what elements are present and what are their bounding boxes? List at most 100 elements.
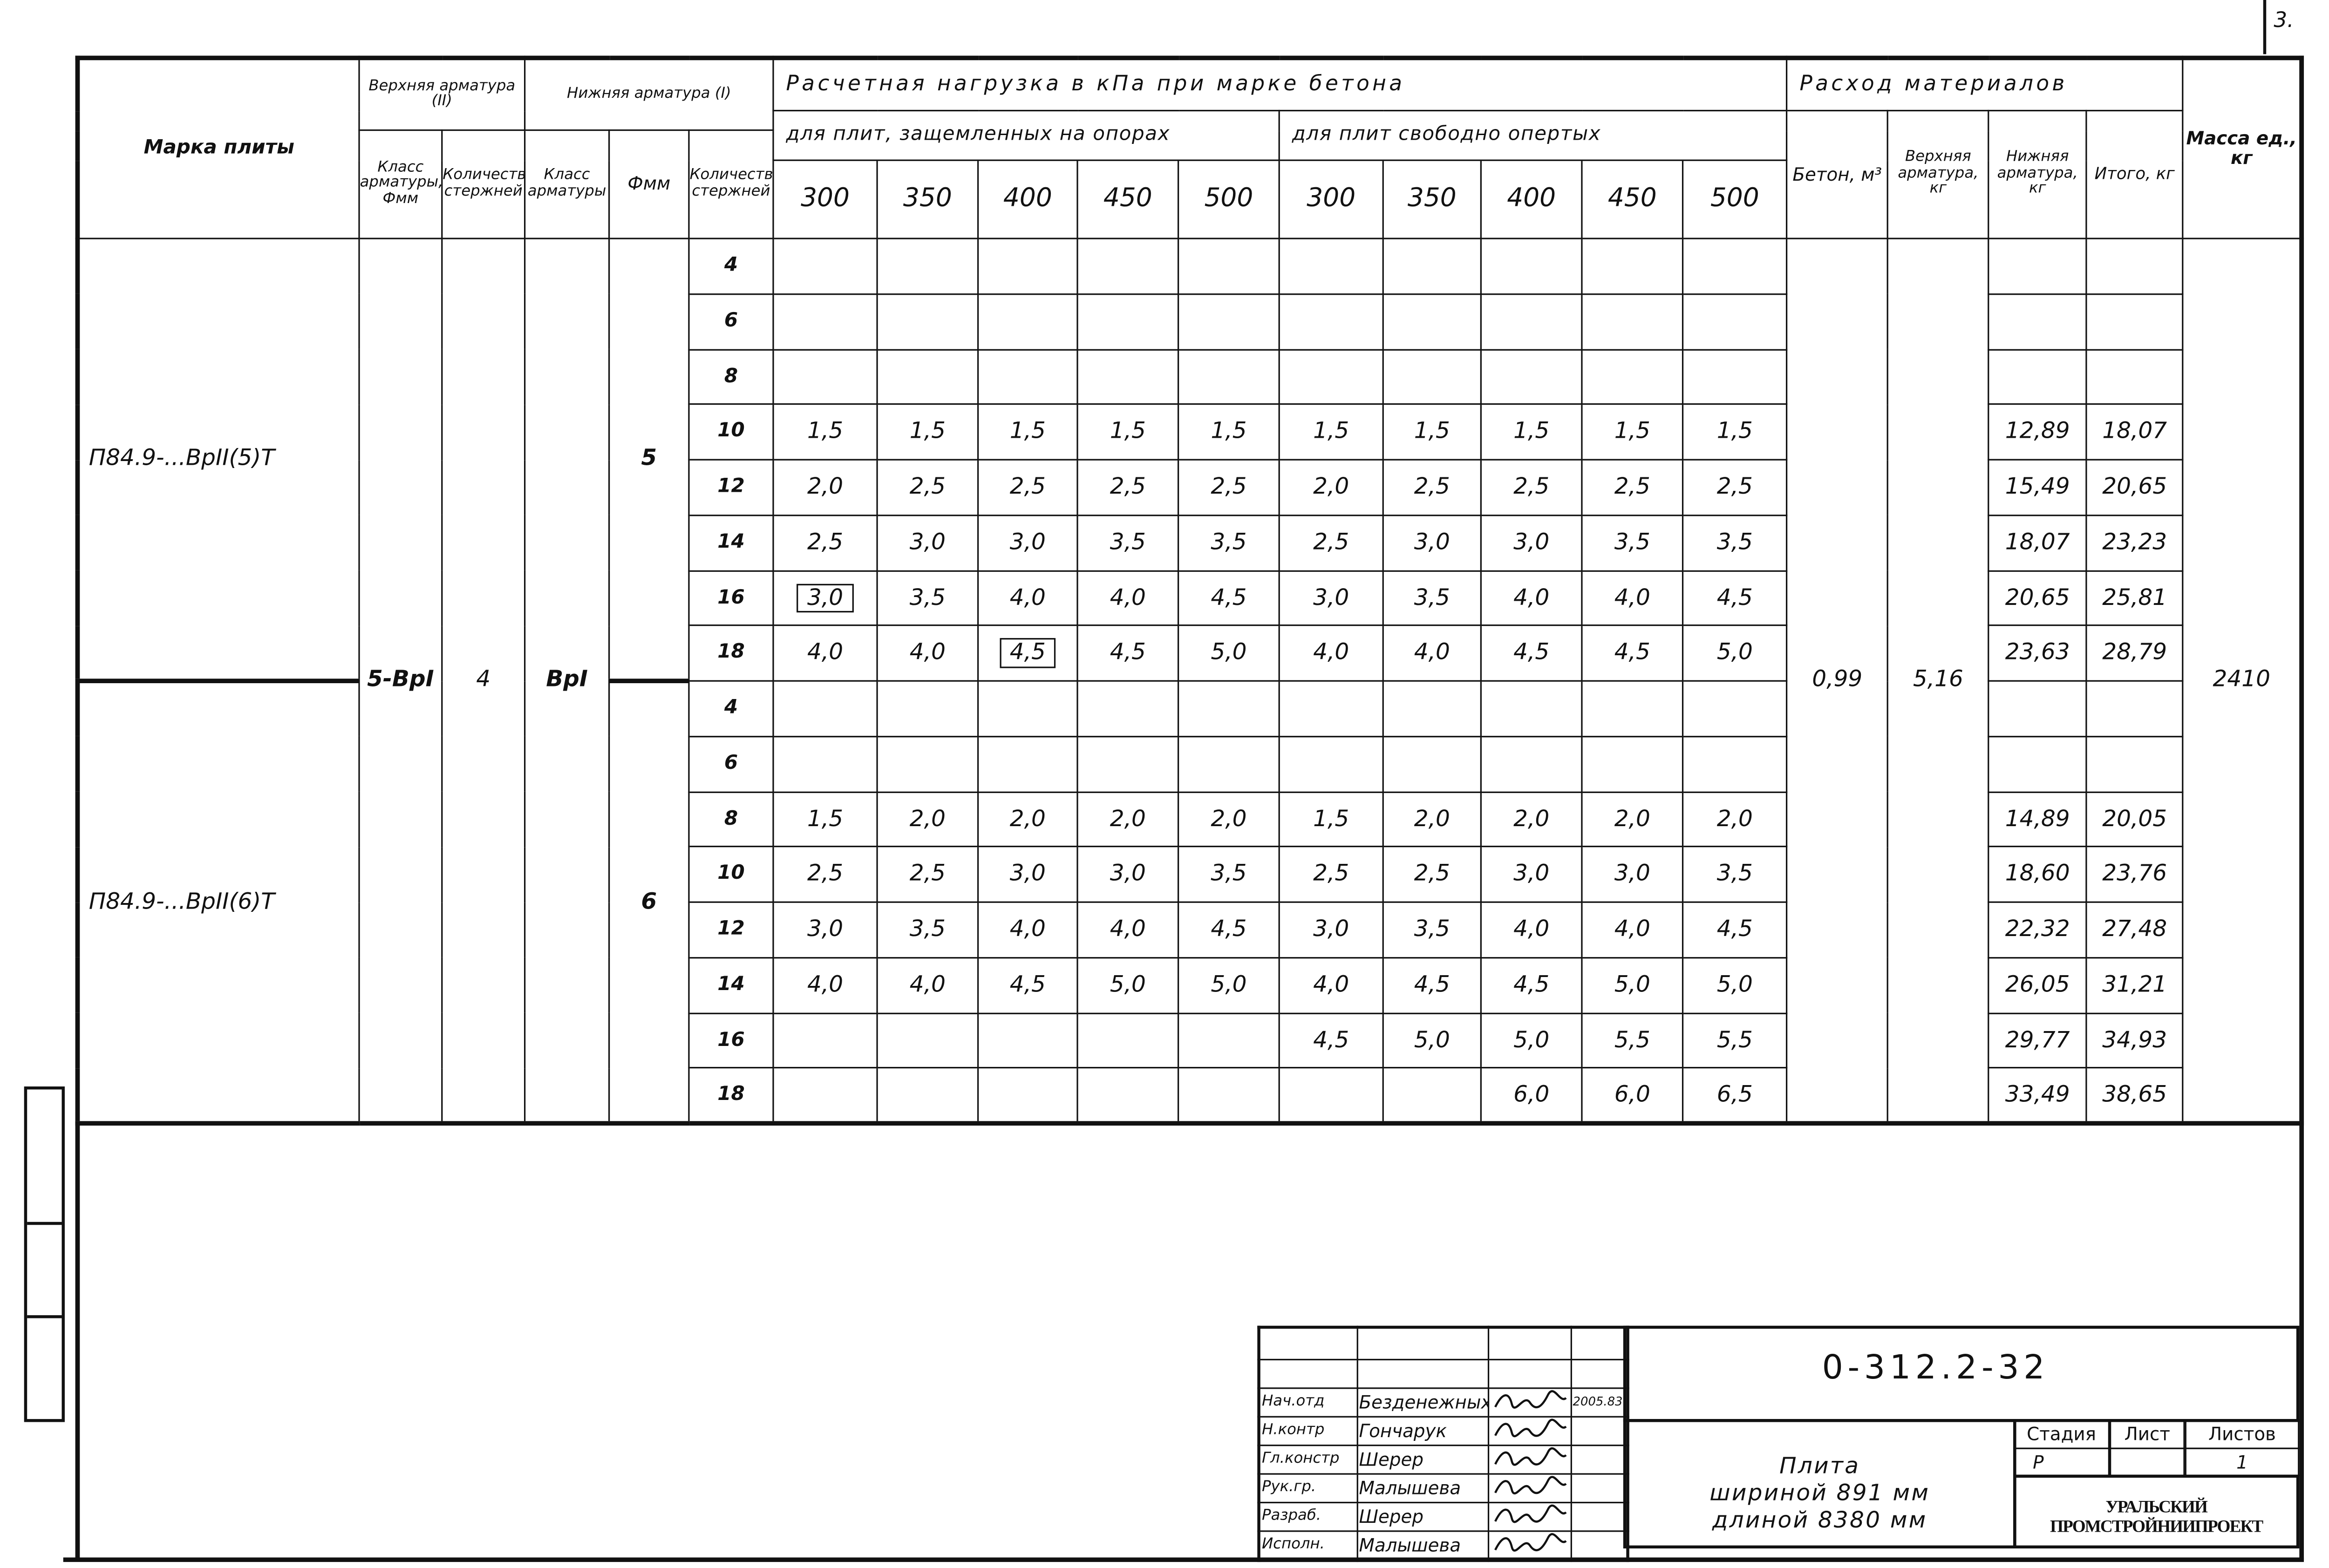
doc-number: 0-312.2-32 <box>1822 1350 2050 1388</box>
load-value: 4,0 <box>1414 638 1450 666</box>
load-cell <box>1581 680 1684 737</box>
load-value: 2,0 <box>1716 804 1753 832</box>
load-cell: 4,0 <box>1278 624 1384 682</box>
total-mass <box>2085 680 2184 737</box>
load-cell <box>772 348 878 406</box>
binding-strip <box>24 1086 65 1422</box>
load-value: 4,0 <box>1313 970 1349 998</box>
load-cell <box>1278 735 1384 793</box>
load-value: 3,0 <box>1009 528 1046 555</box>
bottom-reinf-class: ВрI <box>524 238 610 1124</box>
bar-count: 12 <box>688 901 774 958</box>
load-value: 4,0 <box>807 970 844 998</box>
total-mass <box>2085 293 2184 350</box>
signer-date <box>1570 1415 1629 1446</box>
load-value: 3,5 <box>1614 528 1650 555</box>
bar-count: 4 <box>688 680 774 737</box>
load-value: 4,5 <box>1211 583 1247 611</box>
header-top-class: Класс арматуры, Фмм <box>358 129 443 239</box>
load-value: 2,5 <box>1110 472 1146 500</box>
load-value: 4,0 <box>1009 915 1046 942</box>
load-cell <box>1682 293 1788 350</box>
load-cell <box>1278 348 1384 406</box>
header-clamped-slabs: для плит, защемленных на опорах <box>772 109 1280 161</box>
header-bottom-reinf-kg: Нижняя арматура, кг <box>1988 109 2087 239</box>
load-cell: 5,0 <box>1480 1012 1583 1069</box>
load-value: 3,0 <box>807 915 844 942</box>
signer-date: 2005.83 <box>1570 1386 1629 1417</box>
header-total-kg: Итого, кг <box>2085 109 2184 239</box>
load-cell <box>876 680 979 737</box>
table-row: 10 1,5 1,5 1,5 1,5 1,5 1,5 1,5 1,5 1,5 1,5 12,89 18,… <box>77 403 2302 461</box>
load-cell <box>1076 1067 1179 1124</box>
load-value: 4,0 <box>909 638 946 666</box>
load-cell <box>1278 293 1384 350</box>
load-value: 3,0 <box>909 528 946 555</box>
bottom-reinf-diameter: 5 <box>608 238 690 684</box>
bottom-reinf-mass: 23,63 <box>1988 624 2087 682</box>
load-value: 1,5 <box>807 804 844 832</box>
bar-count: 8 <box>688 348 774 406</box>
bar-count: 10 <box>688 403 774 461</box>
bottom-reinf-mass: 12,89 <box>1988 403 2087 461</box>
frame-tick <box>2263 0 2267 54</box>
signer-signature <box>1487 1386 1572 1417</box>
header-load-grade-500: 500 <box>1682 159 1788 239</box>
load-cell: 4,0 <box>1581 570 1684 627</box>
header-load-grade-450: 450 <box>1581 159 1684 239</box>
load-cell <box>1278 1067 1384 1124</box>
load-cell <box>977 680 1078 737</box>
signature-icon <box>1493 1532 1566 1551</box>
bar-count: 8 <box>688 791 774 848</box>
load-cell: 4,0 <box>772 957 878 1014</box>
load-cell: 3,0 <box>772 901 878 958</box>
load-value: 2,0 <box>1313 472 1349 500</box>
header-top-reinforcement: Верхняя арматура (II) <box>358 57 526 131</box>
load-cell <box>1581 735 1684 793</box>
signer-signature <box>1487 1472 1572 1503</box>
load-cell <box>1382 238 1482 295</box>
load-value: 2,5 <box>1513 472 1550 500</box>
load-value: 4,5 <box>1009 970 1046 998</box>
load-cell: 3,0 <box>977 846 1078 903</box>
load-cell <box>1480 680 1583 737</box>
bottom-reinf-mass: 20,65 <box>1988 570 2087 627</box>
load-value: 4,5 <box>1211 915 1247 942</box>
load-cell: 4,5 <box>1480 957 1583 1014</box>
load-cell <box>1178 348 1280 406</box>
load-cell: 5,0 <box>1382 1012 1482 1069</box>
load-cell: 4,0 <box>1581 901 1684 958</box>
bar-count: 10 <box>688 846 774 903</box>
bar-count: 16 <box>688 1012 774 1069</box>
bar-count: 6 <box>688 293 774 350</box>
bar-count: 4 <box>688 238 774 295</box>
organization-box: УРАЛЬСКИЙ ПРОМСТРОЙНИИПРОЕКТ <box>2013 1474 2300 1549</box>
load-cell: 1,5 <box>772 403 878 461</box>
load-value: 1,5 <box>807 417 844 445</box>
load-value: 6,5 <box>1716 1080 1753 1107</box>
load-value: 6,0 <box>1614 1080 1650 1107</box>
load-cell: 3,5 <box>1382 570 1482 627</box>
load-cell: 4,0 <box>876 957 979 1014</box>
load-value: 1,5 <box>1414 417 1450 445</box>
load-cell <box>977 238 1078 295</box>
corner-mark: 3. <box>2274 9 2294 34</box>
load-cell: 2,5 <box>876 459 979 516</box>
signer-row: Гл.констр Шерер <box>1258 1444 1629 1474</box>
frame-bottom-border <box>63 1557 2304 1562</box>
load-cell <box>977 1012 1078 1069</box>
stage-value: Р <box>2013 1447 2110 1476</box>
load-cell <box>1480 293 1583 350</box>
signature-icon <box>1493 1504 1566 1522</box>
load-value: 3,5 <box>1716 528 1753 555</box>
signer-name: Гончарук <box>1356 1415 1489 1446</box>
load-value: 5,0 <box>1716 638 1753 666</box>
top-reinf-class: 5-ВрI <box>358 238 443 1124</box>
bar-count: 18 <box>688 624 774 682</box>
table-row: П84.9-...ВрII(6)Т 6 4 <box>76 680 2302 1126</box>
drawing-title-line2: шириной 891 мм <box>1709 1479 1930 1507</box>
load-cell <box>1278 680 1384 737</box>
signer-name: Шерер <box>1356 1501 1489 1531</box>
signer-role: Гл.констр <box>1258 1444 1358 1474</box>
total-mass <box>2085 348 2184 406</box>
